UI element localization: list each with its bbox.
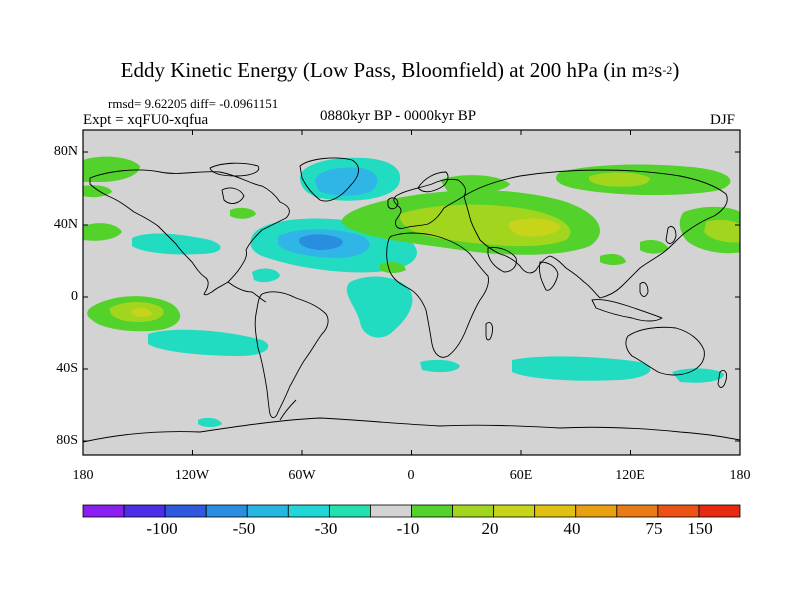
coast-arctic-islands bbox=[209, 162, 260, 177]
anomaly-southern-ocean-a bbox=[512, 356, 651, 381]
coast-philippines bbox=[639, 281, 649, 297]
colorbar-box-2 bbox=[164, 504, 207, 518]
colorbar-label-m100: -100 bbox=[146, 519, 178, 538]
anomaly-japan bbox=[640, 240, 668, 254]
coast-madagascar bbox=[485, 322, 493, 341]
coast-africa bbox=[386, 232, 489, 358]
contour-fills bbox=[83, 156, 740, 427]
colorbar-box-13 bbox=[616, 504, 659, 518]
coast-australia bbox=[625, 326, 705, 376]
colorbar-box-5 bbox=[287, 504, 330, 518]
colorbar-box-10 bbox=[493, 504, 536, 518]
period-label: 0880kyr BP - 0000kyr BP bbox=[320, 108, 477, 124]
colorbar-label-m10: -10 bbox=[396, 519, 420, 538]
experiment-label: Expt = xqFU0-xqfua bbox=[83, 112, 209, 128]
lon-label-0: 0 bbox=[407, 468, 415, 483]
season-label: DJF bbox=[710, 112, 736, 128]
lon-label-120e: 120E bbox=[615, 468, 645, 483]
lat-label-80s: 80S bbox=[56, 433, 78, 448]
anomaly-middle-east-olive bbox=[508, 218, 560, 237]
colorbar-label-75: 75 bbox=[645, 519, 663, 538]
anomaly-north-atlantic-core bbox=[298, 234, 343, 250]
lat-label-80n: 80N bbox=[53, 144, 78, 159]
coast-scandinavia bbox=[417, 171, 449, 193]
lon-label-180w: 180 bbox=[72, 468, 94, 483]
colorbar-box-15 bbox=[698, 504, 741, 518]
coast-central-america bbox=[227, 281, 267, 303]
colorbar-box-6 bbox=[328, 504, 371, 518]
coastlines bbox=[83, 157, 740, 443]
rmsd-diff-stats: rmsd= 9.62205 diff= -0.0961151 bbox=[108, 96, 279, 111]
anomaly-central-atlantic bbox=[346, 276, 413, 338]
coast-south-america bbox=[254, 291, 329, 419]
coast-greenland bbox=[299, 157, 359, 202]
coast-antarctica bbox=[83, 417, 740, 443]
anomaly-pacific-fragment bbox=[252, 268, 280, 283]
lat-label-0: 0 bbox=[71, 289, 78, 304]
colorbar-box-4 bbox=[246, 504, 289, 518]
anomaly-atlantic-east bbox=[380, 262, 406, 273]
colorbar-box-1 bbox=[123, 504, 166, 518]
anomaly-canada bbox=[230, 207, 256, 219]
colorbar-label-20: 20 bbox=[481, 519, 499, 538]
lon-label-60e: 60E bbox=[509, 468, 533, 483]
anomaly-arctic-asia-yg bbox=[588, 172, 650, 187]
coast-antarctic-peninsula bbox=[279, 399, 297, 421]
anomaly-south-pacific bbox=[148, 329, 269, 356]
anomaly-greenland-core bbox=[315, 167, 378, 196]
colorbar-box-11 bbox=[534, 504, 577, 518]
colorbar-box-12 bbox=[575, 504, 618, 518]
colorbar-box-9 bbox=[452, 504, 495, 518]
map-title: Eddy Kinetic Energy (Low Pass, Bloomfiel… bbox=[120, 58, 680, 82]
colorbar-box-14 bbox=[657, 504, 700, 518]
coast-india bbox=[539, 261, 559, 291]
anomaly-east-pacific-yg bbox=[704, 219, 740, 243]
lon-label-120w: 120W bbox=[174, 468, 210, 483]
colorbar-box-3 bbox=[205, 504, 248, 518]
lat-label-40s: 40S bbox=[56, 361, 78, 376]
colorbar-boxes bbox=[82, 504, 741, 518]
colorbar-label-m50: -50 bbox=[232, 519, 256, 538]
colorbar-box-7 bbox=[370, 504, 412, 518]
coast-arabia bbox=[487, 247, 517, 273]
lon-label-180e: 180 bbox=[729, 468, 751, 483]
coast-japan bbox=[665, 225, 677, 244]
coast-asia bbox=[463, 169, 728, 299]
anomaly-antarctic-fragment bbox=[198, 417, 222, 427]
coast-indonesia bbox=[591, 299, 663, 322]
anomaly-equatorial-pacific-olive bbox=[132, 307, 152, 317]
anomaly-southern-ocean-b bbox=[672, 368, 724, 383]
lat-label-40n: 40N bbox=[53, 217, 78, 232]
anomaly-north-pacific bbox=[83, 223, 122, 241]
anomaly-east-siberia bbox=[600, 254, 626, 265]
colorbar-label-m30: -30 bbox=[314, 519, 338, 538]
colorbar-box-8 bbox=[411, 504, 453, 518]
colorbar-label-150: 150 bbox=[687, 519, 713, 538]
coast-hudson bbox=[221, 187, 245, 204]
axis-ticks bbox=[82, 130, 741, 455]
anomaly-south-atlantic bbox=[420, 359, 460, 373]
coast-uk bbox=[387, 197, 399, 210]
colorbar-box-0 bbox=[82, 504, 125, 518]
coast-new-zealand bbox=[717, 369, 727, 388]
coast-europe bbox=[393, 178, 467, 229]
lon-label-60w: 60W bbox=[288, 468, 316, 483]
colorbar-label-40: 40 bbox=[563, 519, 581, 538]
